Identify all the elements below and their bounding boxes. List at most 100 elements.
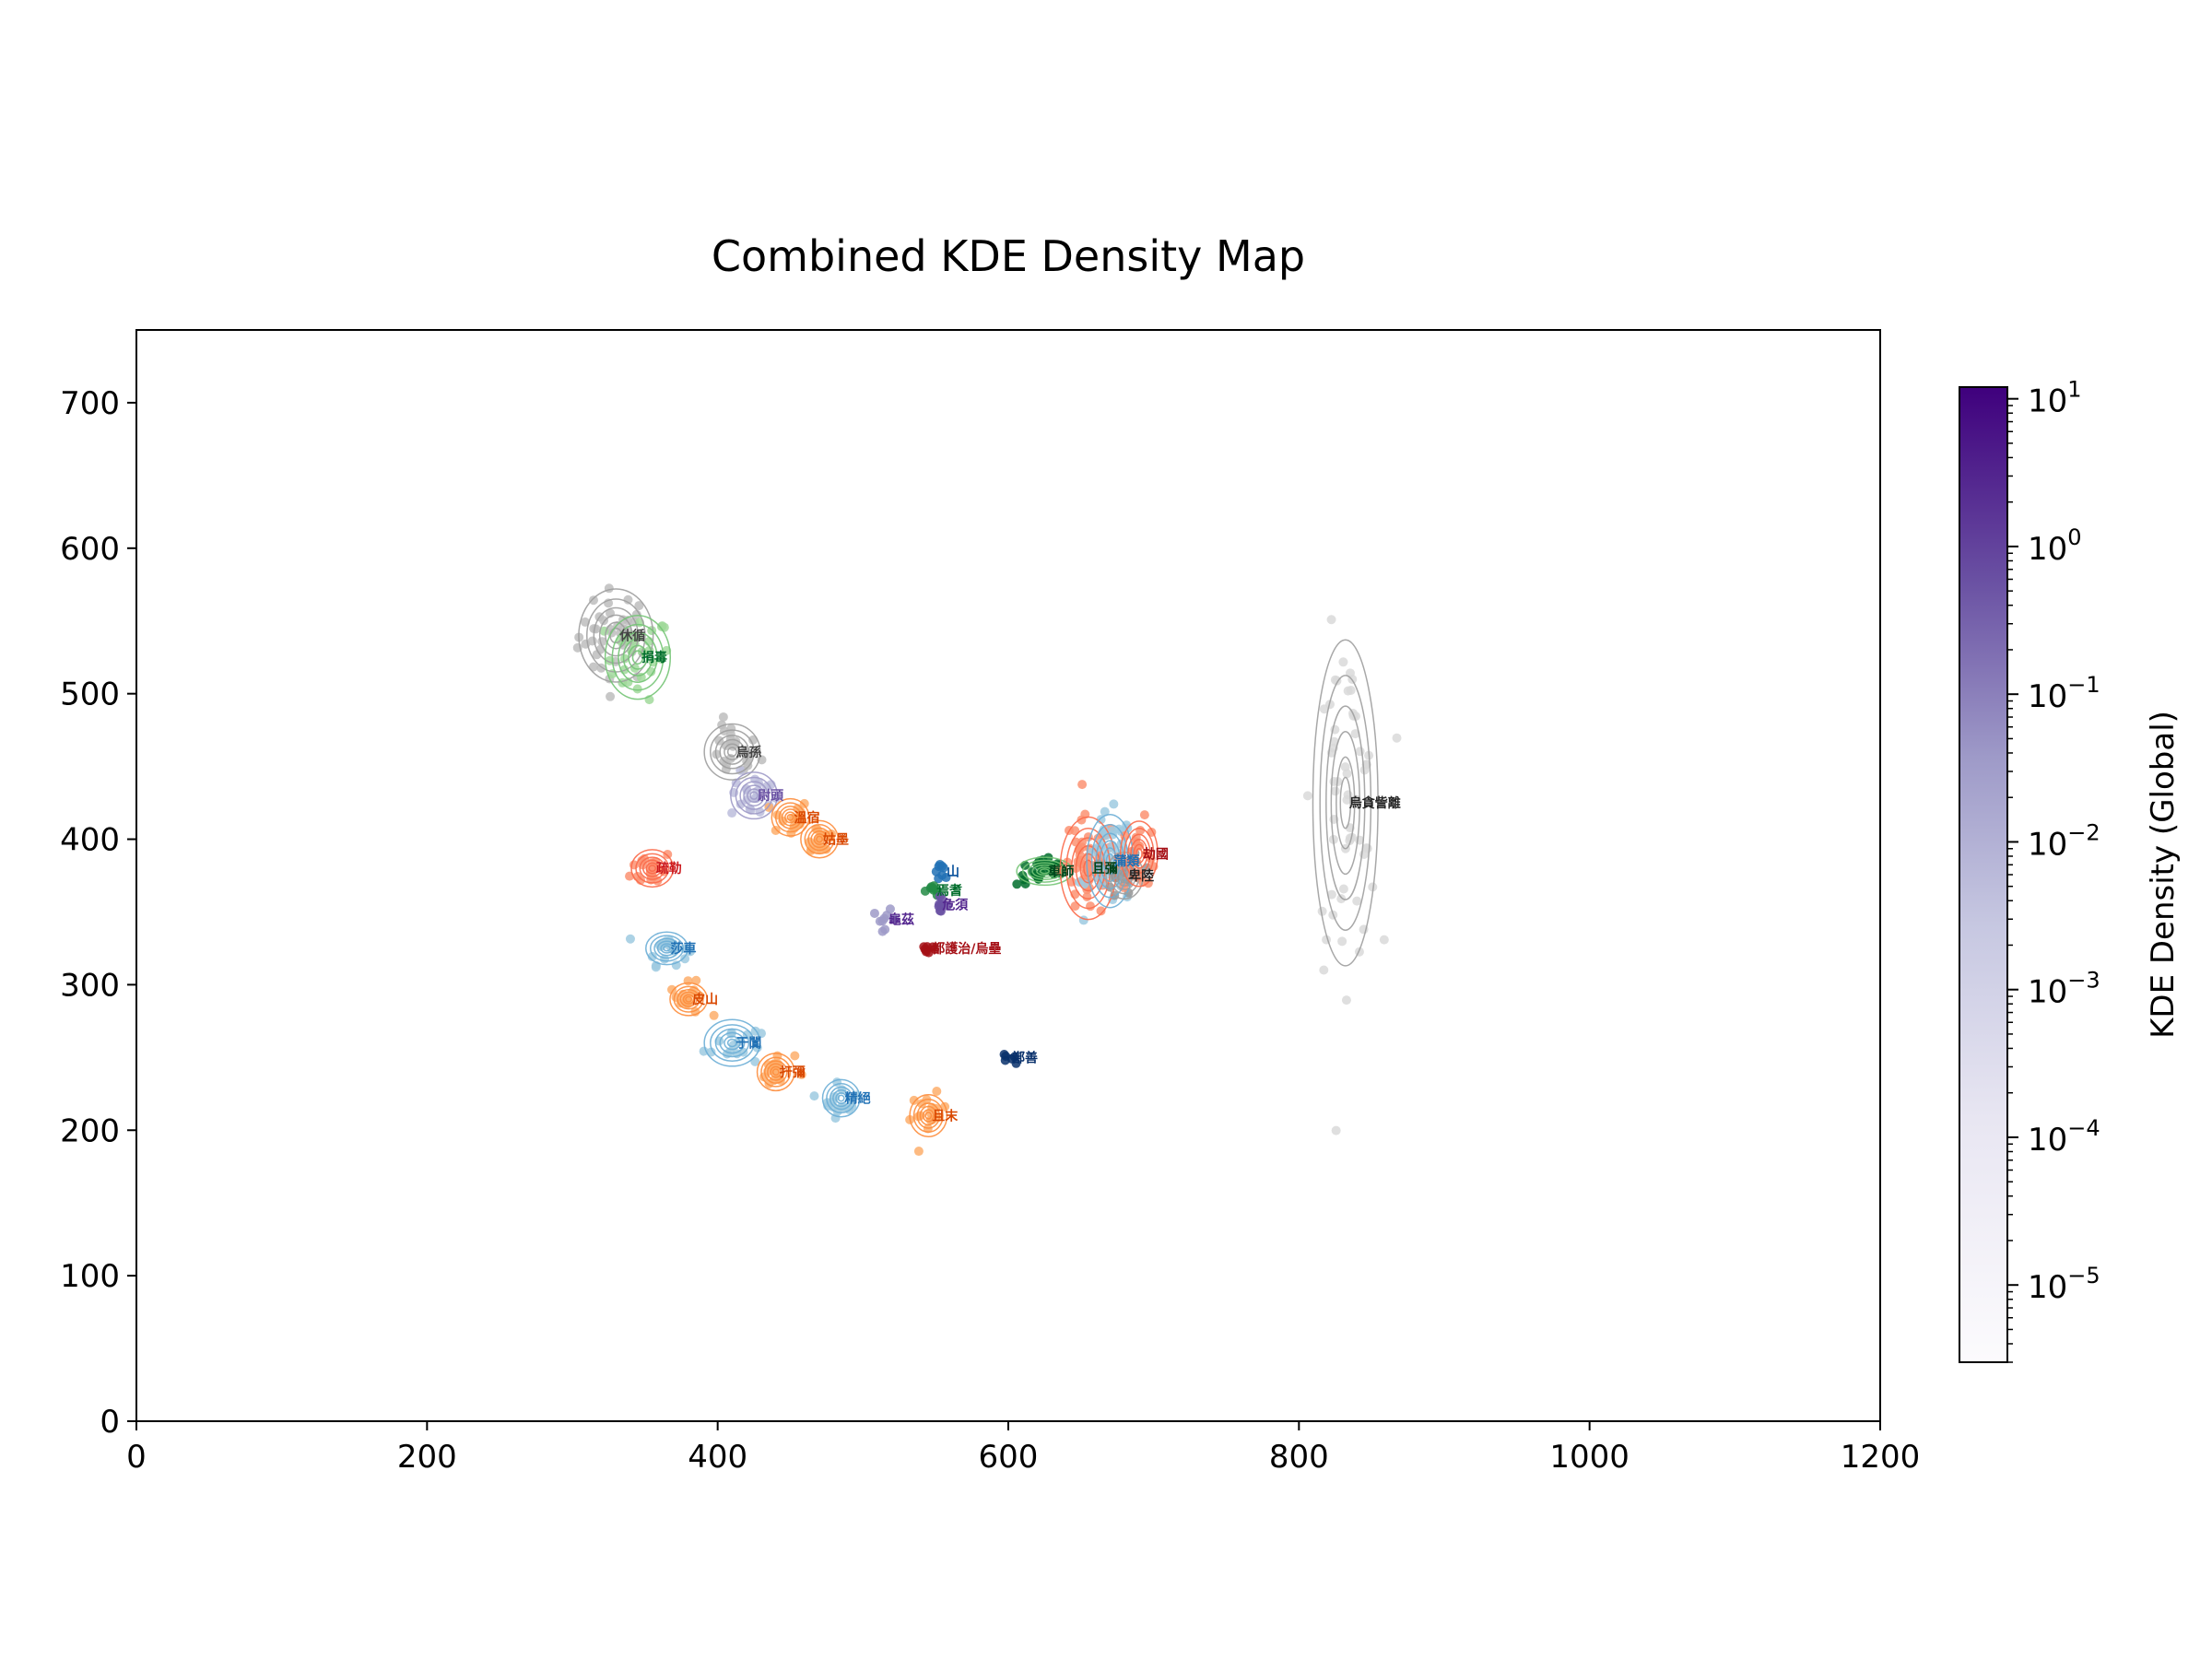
cluster-8-contour [669,982,709,1017]
cluster-1-label: 捐毒 [641,650,667,665]
cluster-23-contour [1127,833,1151,875]
cluster-4-contour [774,802,806,833]
cluster-4-point [764,803,774,813]
cluster-7-contour [656,940,677,957]
cluster-19-contour [1039,868,1050,875]
cluster-12-contour [909,1093,948,1137]
cluster-24-contour [1335,756,1356,850]
cluster-24-point [1338,657,1348,667]
cluster-6-contour [630,849,675,888]
cluster-8-point [683,976,693,986]
cluster-9-contour [719,1031,746,1054]
cluster-9-point [706,1047,716,1057]
colorbar-tick-label: 10−5 [2028,1263,2100,1306]
cluster-8-contour [677,988,700,1010]
cluster-3-contour [739,781,769,810]
cluster-7-label: 莎車 [670,941,696,957]
cluster-24-label: 烏貪訾離 [1349,795,1401,811]
x-tick-label: 800 [1269,1439,1329,1476]
cluster-2-point [748,735,759,745]
cluster-7-contour [660,943,674,954]
cluster-24-point [1338,884,1348,894]
cluster-9-contour [714,1028,750,1058]
cluster-9-label: 于闐 [735,1037,761,1052]
cluster-24-point [1362,843,1372,853]
cluster-0-point [604,583,614,594]
cluster-24-point [1326,889,1336,900]
cluster-14-point [869,908,879,918]
colorbar-label: KDE Density (Global) [2145,711,2182,1039]
cluster-8-point [666,984,677,994]
cluster-24-point [1326,615,1336,625]
colorbar-ticks: 101 100 10−1 10−2 10−3 10−4 10−5 [2007,377,2100,1363]
cluster-8-contour [682,994,695,1005]
cluster-5-contour [810,830,829,849]
cluster-2-contour [726,747,737,758]
cluster-24-point [1368,882,1378,892]
cluster-23-contour [1133,843,1146,865]
cluster-7-point [651,962,661,972]
cluster-12-contour [916,1102,941,1129]
cluster-1-contour [628,644,648,670]
cluster-16-point [920,886,930,896]
cluster-6-contour [642,859,663,877]
cluster-13-label: 都護治/烏壘 [931,941,1001,957]
cluster-10-contour [756,1053,795,1092]
cluster-0-contour [598,614,633,657]
cluster-8-contour [685,995,693,1003]
y-axis: 0 100 200 300 400 500 600 700 [60,385,136,1441]
cluster-19-contour [1016,856,1074,887]
x-tick-label: 200 [397,1439,457,1476]
cluster-7-point [625,934,635,944]
cluster-8-label: 皮山 [691,992,718,1007]
cluster-5-contour [816,835,823,843]
cluster-4-contour [781,808,800,827]
y-tick-label: 0 [100,1404,120,1441]
cluster-2-contour [710,729,755,775]
cluster-6-contour [645,862,659,875]
cluster-20-point [1077,780,1088,790]
colorbar: 101 100 10−1 10−2 10−3 10−4 10−5 KDE Density (… [1959,377,2182,1363]
cluster-1-contour [618,631,658,683]
cluster-17-label: 危須 [941,898,969,913]
cluster-12-contour [919,1105,937,1126]
cluster-9-contour [710,1024,755,1063]
cluster-5-contour [807,827,831,852]
cluster-4-point [799,798,809,808]
x-tick-label: 600 [979,1439,1039,1476]
cluster-1-point [632,684,642,694]
cluster-11-contour [829,1086,853,1111]
cluster-21-label: 蒲類 [1113,853,1140,869]
cluster-19-contour [1036,866,1053,877]
cluster-14-point [889,913,900,924]
cluster-24-point [1319,965,1329,975]
x-tick-label: 1000 [1549,1439,1630,1476]
cluster-2-point [718,712,728,722]
cluster-2-contour [724,743,741,761]
cluster-12-point [909,1095,919,1105]
cluster-10-contour [771,1068,780,1077]
cluster-24-point [1379,935,1389,945]
cluster-3-point [771,794,781,804]
cluster-21-point [1100,806,1110,817]
cluster-12-point [917,1099,927,1109]
colorbar-gradient [1959,386,2008,1363]
cluster-3-point [742,786,752,796]
cluster-19-contour [1031,864,1058,878]
cluster-12-point [932,1087,942,1097]
y-tick-label: 300 [60,967,120,1004]
cluster-1-point [657,621,667,631]
cluster-23-point [1135,826,1146,836]
cluster-12-label: 且末 [932,1108,959,1124]
cluster-24-contour [1319,675,1372,931]
cluster-17-point [942,900,952,911]
cluster-3-contour [747,788,761,804]
cluster-10-contour [760,1056,792,1088]
colorbar-tick-label: 10−1 [2028,672,2100,715]
cluster-0-label: 休循 [618,629,645,644]
cluster-15-label: 山 [947,865,959,879]
cluster-2-contour [719,738,746,765]
cluster-1-contour [631,650,644,665]
colorbar-tick-label: 10−3 [2028,968,2100,1011]
